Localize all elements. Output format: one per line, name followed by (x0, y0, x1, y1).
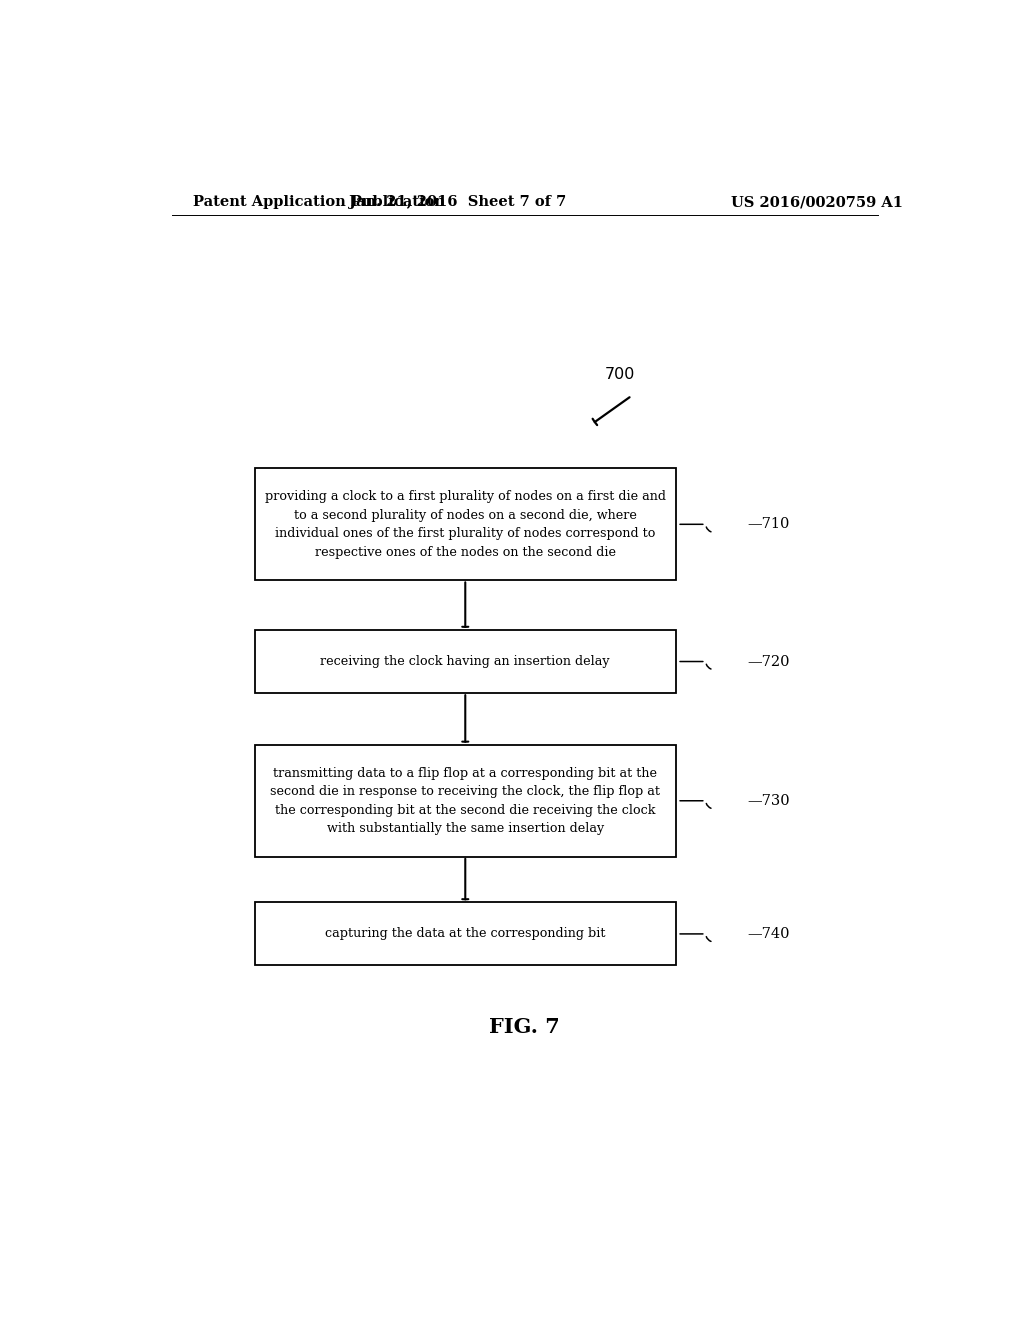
Text: US 2016/0020759 A1: US 2016/0020759 A1 (731, 195, 903, 209)
Text: —710: —710 (746, 517, 790, 532)
Bar (255, 630, 676, 693)
Text: providing a clock to a first plurality of nodes on a first die and
to a second p: providing a clock to a first plurality o… (265, 490, 666, 558)
Bar (255, 903, 676, 965)
Bar (255, 744, 676, 857)
Text: —720: —720 (746, 655, 790, 668)
Text: receiving the clock having an insertion delay: receiving the clock having an insertion … (321, 655, 610, 668)
Text: Jan. 21, 2016  Sheet 7 of 7: Jan. 21, 2016 Sheet 7 of 7 (349, 195, 566, 209)
Text: 700: 700 (605, 367, 635, 381)
Text: Patent Application Publication: Patent Application Publication (194, 195, 445, 209)
Bar (255, 469, 676, 581)
Text: capturing the data at the corresponding bit: capturing the data at the corresponding … (325, 928, 605, 940)
Text: —730: —730 (746, 793, 790, 808)
Text: transmitting data to a flip flop at a corresponding bit at the
second die in res: transmitting data to a flip flop at a co… (270, 767, 660, 836)
Text: —740: —740 (746, 927, 790, 941)
Text: FIG. 7: FIG. 7 (489, 1018, 560, 1038)
